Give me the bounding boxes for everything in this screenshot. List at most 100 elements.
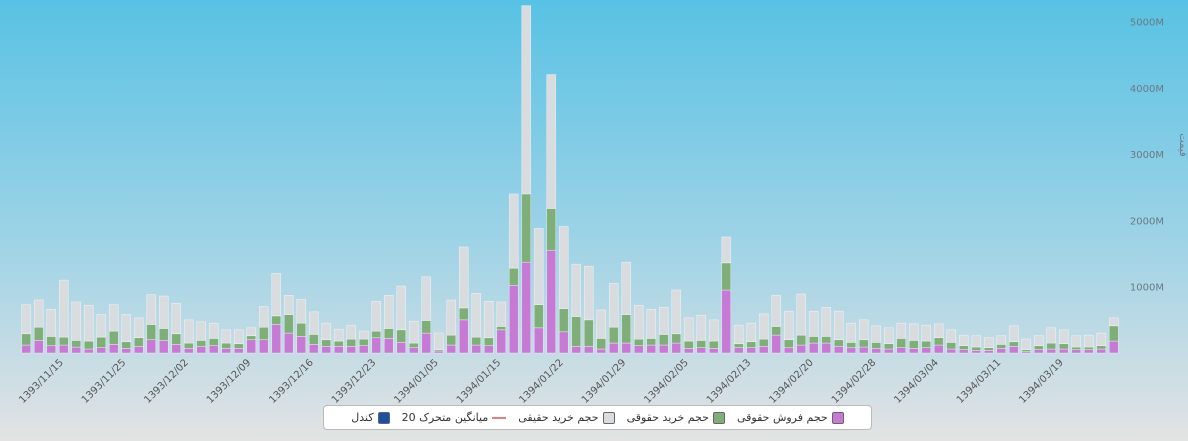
bar-segment [483, 345, 494, 354]
y-tick-label: 1000M [1130, 283, 1164, 294]
bar-segment [996, 344, 1007, 349]
bar-segment [771, 334, 782, 354]
bar-segment [933, 337, 944, 346]
legend-item[interactable]: حجم فروش حقوقی [737, 411, 844, 424]
bar-segment [458, 307, 469, 321]
bar-segment [871, 348, 882, 354]
bar-segment [71, 301, 82, 341]
bar-segment [996, 335, 1007, 345]
bar-segment [521, 261, 532, 354]
bar-segment [771, 295, 782, 327]
bar-segment [208, 345, 219, 354]
bar-segment [308, 344, 319, 354]
bar-segment [983, 337, 994, 348]
legend-item[interactable]: حجم خرید حقوقی [627, 411, 725, 424]
legend-swatch [377, 411, 390, 424]
bar-segment [296, 336, 307, 354]
bar-segment [233, 329, 244, 345]
bar-segment [533, 304, 544, 329]
bar-segment [458, 319, 469, 354]
bar-segment [471, 293, 482, 338]
bar-segment [83, 304, 94, 342]
legend-item[interactable]: حجم خرید حقیقی [518, 411, 615, 424]
bar-segment [196, 346, 207, 354]
bar-segment [96, 314, 107, 338]
bar-segment [1008, 325, 1019, 343]
bar-segment [121, 348, 132, 354]
bar-segment [296, 322, 307, 337]
x-tick-label: 1393/12/16 [267, 357, 316, 406]
y-tick-label: 3000M [1130, 150, 1164, 161]
bar-segment [758, 338, 769, 347]
bar-segment [58, 336, 69, 346]
bar-segment [171, 333, 182, 345]
bar-segment [96, 347, 107, 354]
bar-segment [521, 5, 532, 195]
bar-segment [1033, 349, 1044, 354]
bar-segment [1008, 341, 1019, 347]
legend: حجم فروش حقوقی حجم خرید حقوقی حجم خرید حقی… [323, 405, 872, 430]
bar-segment [271, 273, 282, 317]
x-tick-label: 1393/12/23 [330, 357, 379, 406]
bar-segment [721, 262, 732, 291]
bar-segment [496, 301, 507, 327]
bar-segment [583, 346, 594, 354]
bar-segment [1071, 335, 1082, 348]
bar-segment [1046, 327, 1057, 344]
bar-segment [721, 289, 732, 354]
bar-segment [183, 319, 194, 344]
bar-segment [446, 344, 457, 354]
bar-segment [171, 302, 182, 335]
bar-segment [371, 330, 382, 339]
bar-segment [333, 340, 344, 347]
bar-segment [533, 228, 544, 305]
bar-segment [183, 348, 194, 354]
bar-segment [46, 308, 57, 337]
bar-segment [321, 346, 332, 354]
bar-segment [1096, 332, 1107, 347]
y-tick-label: 4000M [1130, 84, 1164, 95]
bar-segment [383, 338, 394, 354]
bar-segment [283, 295, 294, 315]
bar-segment [108, 330, 119, 345]
bar-segment [58, 279, 69, 338]
legend-label: حجم خرید حقوقی [626, 411, 709, 424]
bar-segment [33, 340, 44, 354]
bar-segment [783, 347, 794, 354]
bar-segment [358, 338, 369, 347]
bar-segment [371, 337, 382, 354]
bar-segment [696, 340, 707, 348]
bar-segment [71, 346, 82, 354]
bar-segment [221, 342, 232, 349]
bar-segment [246, 327, 257, 337]
bar-segment [1108, 325, 1119, 342]
bar-segment [933, 344, 944, 354]
bar-segment [133, 346, 144, 354]
x-tick-label: 1394/03/04 [892, 357, 941, 406]
bar-segment [1046, 348, 1057, 354]
bar-segment [871, 325, 882, 343]
legend-item[interactable]: میانگین متحرک 20 [402, 411, 507, 424]
bar-segment [158, 328, 169, 341]
bar-segment [921, 347, 932, 354]
bar-segment [733, 343, 744, 348]
bar-segment [33, 326, 44, 341]
bar-segment [1021, 338, 1032, 350]
bar-segment [946, 342, 957, 350]
bar-segment [671, 289, 682, 335]
bar-segment [858, 319, 869, 341]
bar-segment [46, 345, 57, 354]
bar-segment [646, 344, 657, 354]
bar-segment [721, 236, 732, 264]
bar-segment [1033, 345, 1044, 350]
bar-segment [821, 336, 832, 344]
bar-segment [146, 324, 157, 341]
bar-segment [471, 344, 482, 354]
bar-segment [833, 310, 844, 341]
bar-segment [858, 346, 869, 354]
legend-label: حجم فروش حقوقی [736, 411, 828, 424]
bar-segment [808, 310, 819, 337]
bar-segment [683, 340, 694, 349]
legend-item[interactable]: کندل [351, 411, 390, 424]
bar-segment [1058, 348, 1069, 354]
